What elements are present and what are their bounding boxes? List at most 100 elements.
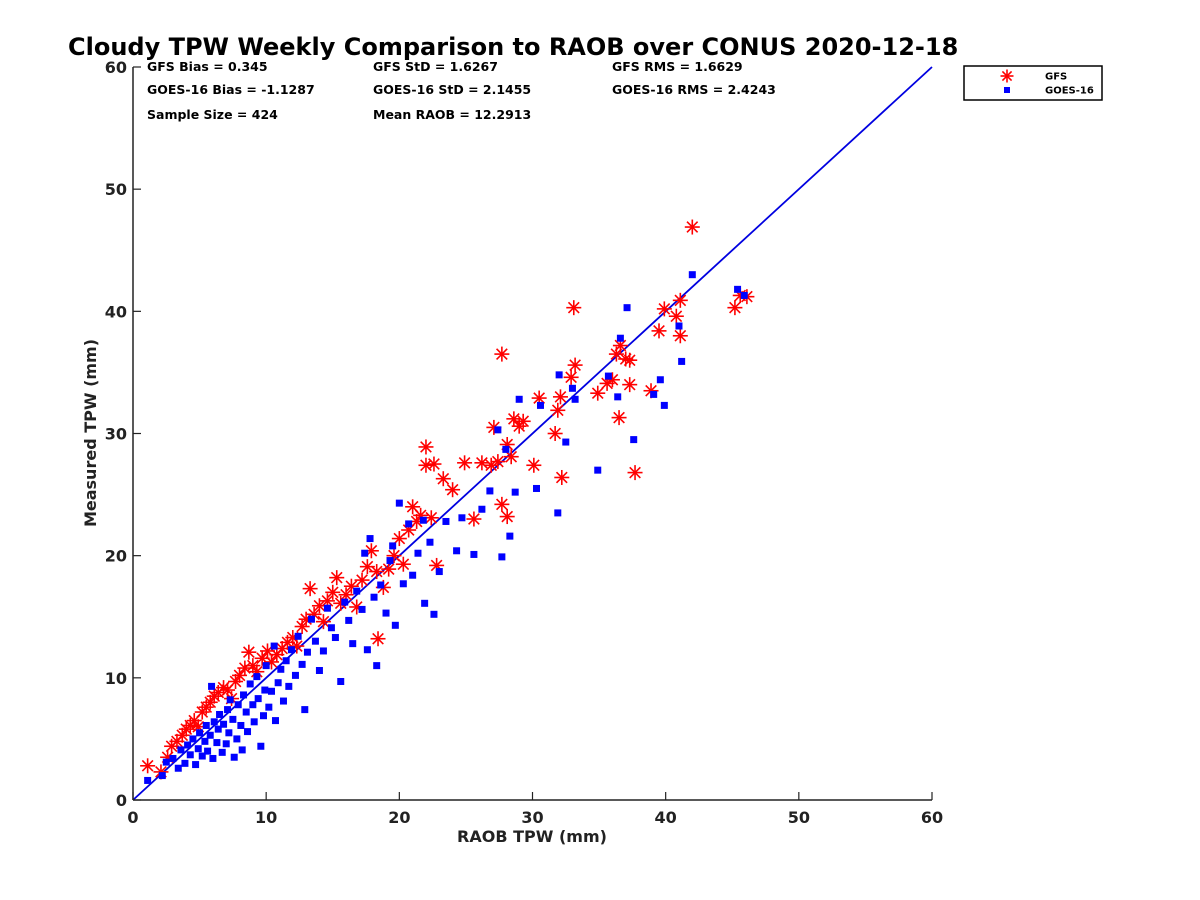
goes16-point <box>363 646 371 654</box>
asterisk-stroke <box>256 652 269 665</box>
asterisk-stroke <box>246 659 259 672</box>
goes16-point <box>177 746 185 754</box>
gfs-point <box>552 389 568 405</box>
goes16-point <box>249 701 257 709</box>
goes16-point <box>734 285 742 293</box>
goes16-point <box>688 271 696 279</box>
x-axis-label: RAOB TPW (mm) <box>457 827 607 846</box>
x-tick-label: 0 <box>127 808 138 827</box>
gfs-point <box>627 465 643 481</box>
asterisk-stroke <box>356 574 368 586</box>
asterisk-stroke <box>340 588 352 601</box>
goes16-point <box>271 717 279 725</box>
asterisk-stroke <box>674 329 687 342</box>
gfs-point <box>386 548 402 564</box>
asterisk-stroke <box>686 221 699 233</box>
asterisk-stroke <box>420 459 432 472</box>
gfs-point <box>391 531 407 547</box>
goes16-point <box>568 384 576 392</box>
reference-line <box>132 66 933 801</box>
asterisk-stroke <box>458 456 471 469</box>
goes16-point <box>202 721 210 729</box>
goes16-point <box>230 753 238 761</box>
gfs-point <box>302 581 318 597</box>
stat-label: GFS StD = 1.6267 <box>373 59 498 74</box>
gfs-point <box>622 377 638 393</box>
goes16-point <box>470 550 478 558</box>
stat-label: GFS Bias = 0.345 <box>147 59 268 74</box>
goes16-point <box>224 706 232 714</box>
y-tick-label: 10 <box>105 669 127 688</box>
asterisk-stroke <box>350 601 363 613</box>
asterisk-stroke <box>613 411 625 424</box>
goes16-point <box>206 731 214 739</box>
goes16-point <box>515 395 523 403</box>
gfs-point <box>216 680 232 696</box>
stat-label: GFS RMS = 1.6629 <box>612 59 743 74</box>
asterisk-stroke <box>393 532 406 545</box>
asterisk-stroke <box>488 421 500 434</box>
goes16-point <box>158 772 166 780</box>
goes16-point <box>291 671 299 679</box>
goes16-point <box>237 721 245 729</box>
gfs-point <box>445 482 461 498</box>
goes16-point <box>740 291 748 299</box>
goes16-point <box>260 712 268 720</box>
goes16-point <box>209 754 217 762</box>
goes16-point <box>277 665 285 673</box>
goes16-point <box>458 514 466 522</box>
goes16-point <box>257 742 265 750</box>
gfs-point <box>651 323 667 339</box>
goes16-point <box>225 729 233 737</box>
asterisk-stroke <box>614 339 627 352</box>
goes16-point <box>319 647 327 655</box>
legend-label: GOES-16 <box>1045 86 1094 97</box>
goes16-point <box>186 751 194 759</box>
gfs-point <box>395 556 411 572</box>
legend-goes16-marker <box>1004 87 1010 93</box>
gfs-point <box>672 292 688 308</box>
goes16-point <box>220 720 228 728</box>
goes16-point <box>353 587 361 595</box>
gfs-point <box>668 308 684 324</box>
gfs-point <box>354 572 370 588</box>
asterisk-stroke <box>370 565 383 578</box>
x-tick-label: 60 <box>921 808 943 827</box>
goes16-point <box>382 609 390 617</box>
gfs-point <box>140 758 156 774</box>
asterisk-stroke <box>533 392 546 404</box>
asterisk-stroke <box>304 582 316 595</box>
goes16-point <box>279 697 287 705</box>
asterisk-stroke <box>321 594 334 607</box>
goes16-point <box>144 776 152 784</box>
gfs-point <box>319 593 335 609</box>
goes16-point <box>571 395 579 403</box>
asterisk-stroke <box>330 571 343 584</box>
goes16-point <box>298 660 306 668</box>
goes16-point <box>216 710 224 718</box>
goes16-point <box>345 616 353 624</box>
asterisk-stroke <box>238 662 251 674</box>
legend-gfs-marker <box>1000 69 1014 83</box>
goes16-point <box>337 677 345 685</box>
goes16-point <box>532 484 540 492</box>
goes16-point <box>210 718 218 726</box>
gfs-point <box>370 631 386 647</box>
goes16-point <box>274 679 282 687</box>
gfs-point <box>515 413 531 429</box>
goes16-point <box>162 758 170 766</box>
asterisk-stroke <box>192 720 205 733</box>
goes16-point <box>419 516 427 524</box>
goes16-point <box>307 615 315 623</box>
goes16-point <box>650 390 658 398</box>
goes16-point <box>242 708 250 716</box>
goes16-point <box>181 759 189 767</box>
asterisk-stroke <box>250 665 263 678</box>
asterisk-stroke <box>345 580 358 593</box>
asterisk-stroke <box>658 303 671 315</box>
goes16-point <box>234 701 242 709</box>
goes16-point <box>196 729 204 737</box>
gfs-point <box>526 457 542 473</box>
gfs-point <box>567 357 583 373</box>
asterisk-stroke <box>623 378 636 391</box>
